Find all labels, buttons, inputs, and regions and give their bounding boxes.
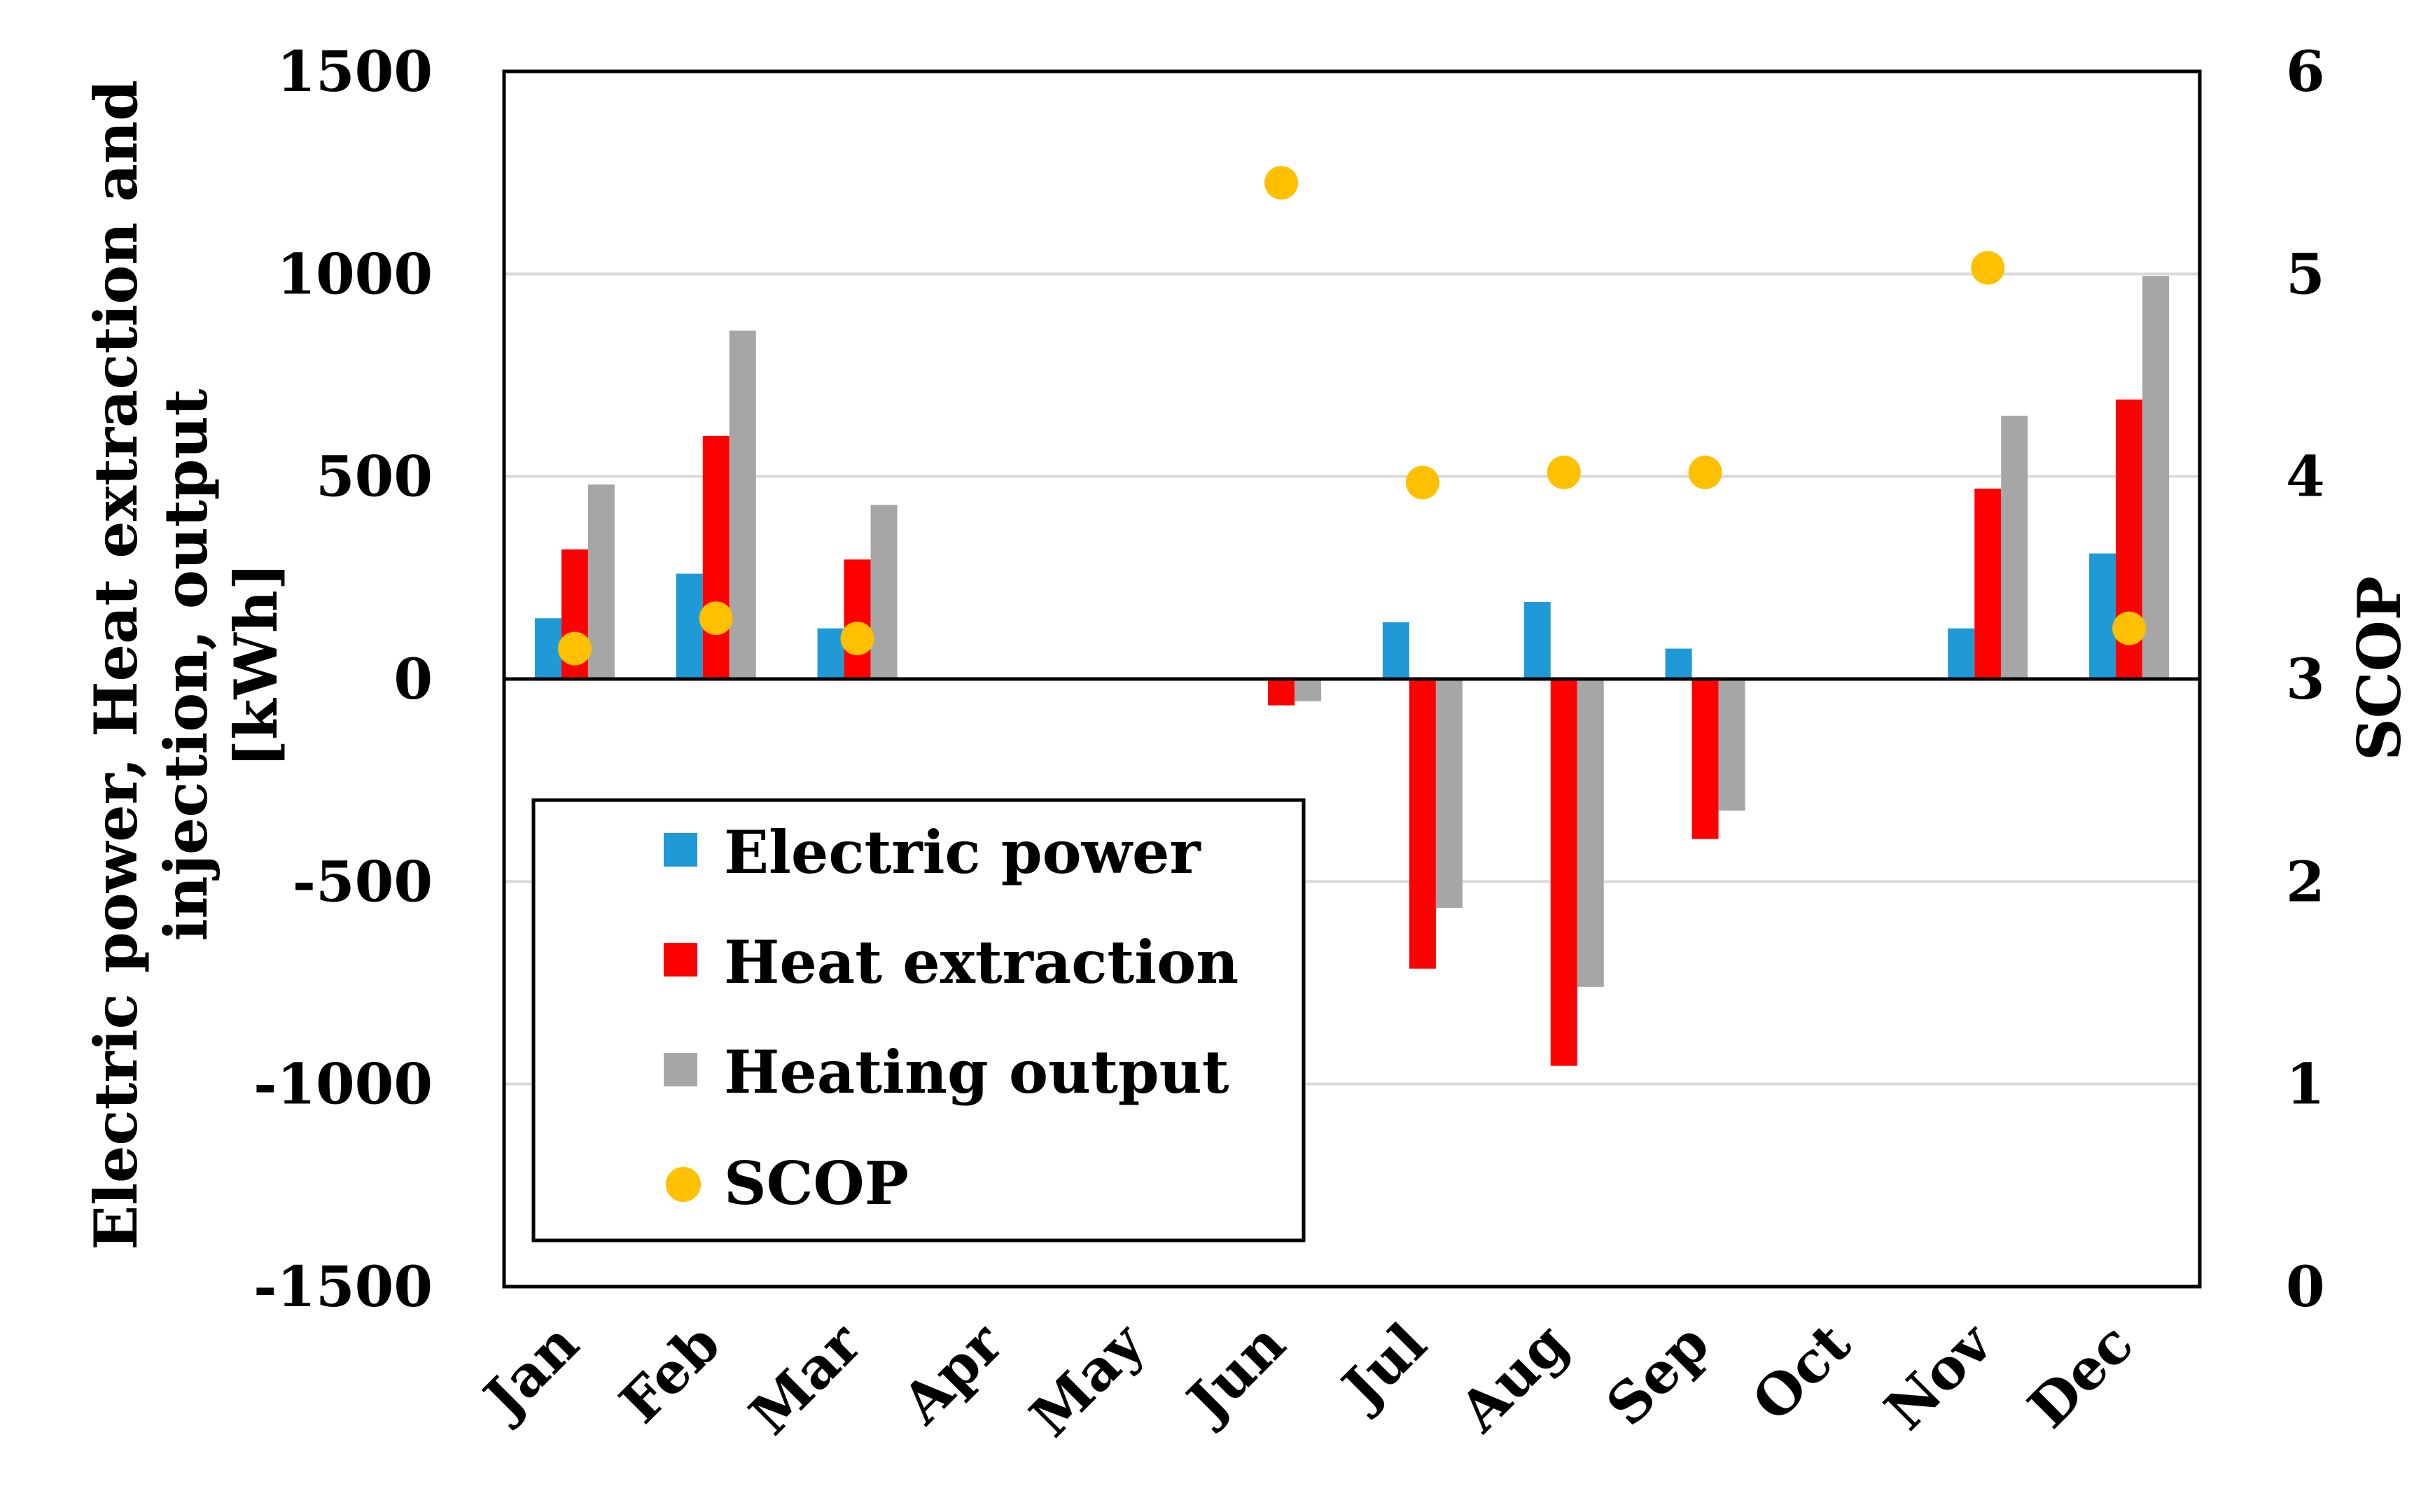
scop-point-mar [840,622,874,656]
legend-label-scop: SCOP [724,1149,909,1218]
bar-heating-output-mar [870,505,898,679]
category-label-dec: Dec [2016,1310,2146,1441]
right-tick-label: 5 [2286,241,2325,307]
category-label-oct: Oct [1740,1310,1863,1434]
left-tick-label: -1500 [253,1254,433,1320]
legend-label-heating-output: Heating output [724,1037,1229,1107]
right-tick-label: 4 [2286,444,2325,510]
right-tick-label: 1 [2286,1051,2325,1117]
bar-heat-extraction-nov [1974,489,2002,679]
bar-heat-extraction-mar [844,559,871,679]
legend-box [531,798,1306,1242]
bar-heat-extraction-aug [1550,679,1577,1066]
bar-electric-power-aug [1523,602,1551,679]
scop-points [557,166,2147,666]
bar-heat-extraction-feb [702,435,730,679]
category-label-apr: Apr [888,1310,1015,1436]
bar-heating-output-jan [587,484,615,679]
right-tick-label: 2 [2286,848,2325,914]
legend-swatch-electric-power [664,833,697,867]
scop-point-jan [557,631,592,666]
legend-swatch-heat-extraction [664,943,697,976]
bar-heat-extraction-jul [1409,679,1436,969]
bar-heating-output-dec [2142,276,2170,679]
left-axis-title-line-3: [kWh] [221,562,291,767]
bar-heating-output-jul [1435,679,1463,908]
bar-electric-power-jul [1382,622,1409,679]
plot-frame [502,69,2202,1289]
bars [534,276,2170,1066]
scop-point-nov [1971,251,2005,285]
scop-point-aug [1547,455,1581,489]
legend-label-electric-power: Electric power [724,818,1201,887]
bar-heating-output-sep [1718,679,1745,811]
bar-heat-extraction-jun [1268,679,1295,706]
bar-electric-power-dec [2089,553,2116,679]
scop-point-feb [699,601,733,636]
left-tick-label: 0 [393,646,433,712]
x-axis-labels: Jan Feb Mar Apr May Jun Jul Aug Sep Oct Nov Dec [468,1309,2145,1449]
bar-electric-power-sep [1665,648,1692,679]
scop-point-sep [1688,455,1722,489]
legend-label-heat-extraction: Heat extraction [724,927,1239,997]
scop-point-jul [1405,465,1439,500]
category-label-jan: Jan [468,1310,591,1433]
right-axis-ticks: 6 5 4 3 2 1 0 [2286,38,2325,1320]
left-axis-title-line-1: Electric power, Heat extraction and [81,80,151,1250]
bar-heat-extraction-sep [1691,679,1719,839]
left-tick-label: 500 [316,444,433,510]
category-label-jun: Jun [1172,1310,1298,1436]
bar-electric-power-mar [817,628,844,679]
bar-heating-output-feb [729,330,756,679]
category-label-mar: Mar [737,1310,874,1447]
left-tick-label: 1000 [277,241,433,307]
category-label-aug: Aug [1446,1310,1580,1445]
legend-swatch-heating-output [664,1053,697,1086]
right-tick-label: 0 [2286,1254,2325,1320]
bar-electric-power-feb [676,573,703,679]
bar-electric-power-nov [1948,628,1975,679]
left-axis-ticks: 1500 1000 500 0 -500 -1000 -1500 [253,38,433,1320]
bar-heating-output-jun [1295,679,1322,701]
category-label-may: May [1017,1309,1157,1449]
scop-point-jun [1264,166,1299,200]
bar-heating-output-nov [2001,415,2028,679]
category-label-feb: Feb [607,1310,732,1436]
category-label-nov: Nov [1872,1309,2006,1443]
left-tick-label: -500 [293,848,433,914]
right-axis-title: SCOP [2345,576,2414,761]
right-tick-label: 6 [2286,38,2325,104]
category-label-jul: Jul [1327,1310,1439,1422]
legend-marker-scop [666,1167,701,1202]
bar-electric-power-jan [534,618,561,679]
category-label-sep: Sep [1593,1310,1722,1438]
left-tick-label: -1000 [253,1051,433,1117]
left-axis-title: Electric power, Heat extraction and inje… [81,80,291,1250]
right-tick-label: 3 [2286,646,2325,712]
scop-point-dec [2112,611,2147,645]
legend: Electric power Heat extraction Heating o… [531,798,1306,1242]
left-axis-title-line-2: injection, output [151,388,221,941]
left-tick-label: 1500 [277,38,433,104]
bar-heating-output-aug [1577,679,1604,987]
